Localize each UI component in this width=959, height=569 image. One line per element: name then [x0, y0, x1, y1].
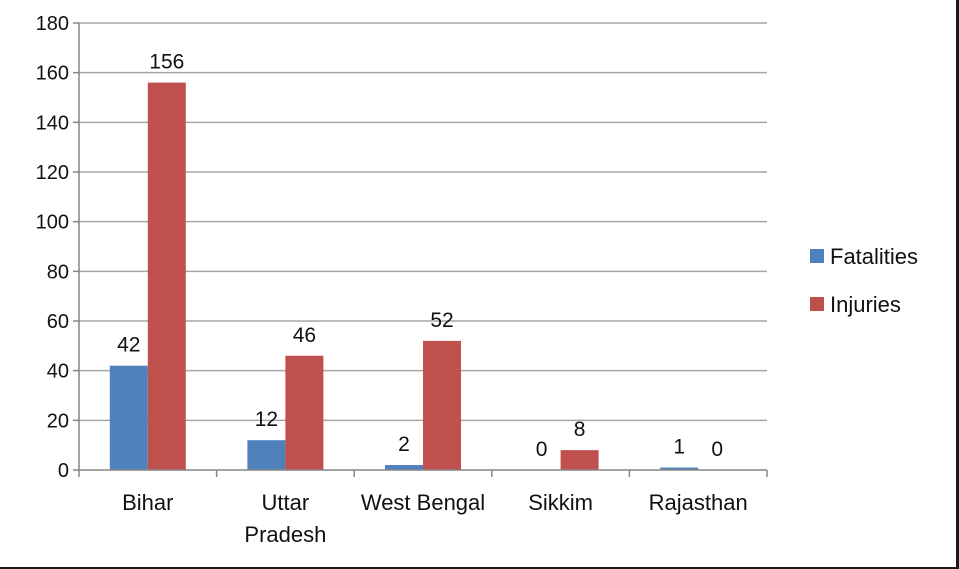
bar-fatalities-4 [660, 467, 699, 470]
y-tick-label: 140 [36, 112, 69, 134]
bar-injuries-3 [560, 450, 599, 470]
data-label-injuries: 46 [293, 324, 316, 347]
legend-label-injuries: Injuries [830, 292, 901, 317]
y-tick-label: 40 [47, 361, 69, 383]
bar-injuries-0 [147, 82, 186, 470]
y-tick-label: 20 [47, 410, 69, 432]
data-label-injuries: 8 [574, 418, 586, 441]
category-label: Bihar [122, 490, 173, 515]
y-tick-label: 0 [58, 460, 69, 482]
y-axis-ticks: 0 20 40 60 80 100 120 140 160 180 [36, 13, 79, 482]
legend: Fatalities Injuries [810, 244, 918, 317]
y-tick-label: 160 [36, 63, 69, 85]
data-labels: 42 12 2 0 1 156 46 52 8 0 [117, 51, 723, 461]
bar-injuries-1 [285, 355, 324, 470]
data-label-fatalities: 0 [536, 438, 548, 461]
data-label-fatalities: 2 [398, 433, 410, 456]
bars [109, 82, 699, 470]
legend-swatch-fatalities [810, 249, 824, 263]
category-label: Rajasthan [649, 490, 748, 515]
legend-label-fatalities: Fatalities [830, 244, 918, 269]
legend-swatch-injuries [810, 297, 824, 311]
y-tick-label: 60 [47, 311, 69, 333]
gridlines [79, 22, 767, 422]
category-label: West Bengal [361, 490, 485, 515]
data-label-fatalities: 42 [117, 334, 140, 357]
bar-fatalities-0 [109, 365, 148, 470]
category-label: Uttar [262, 490, 310, 515]
bar-fatalities-2 [385, 465, 423, 470]
data-label-injuries: 0 [711, 438, 723, 461]
data-label-fatalities: 1 [673, 436, 685, 459]
x-axis-categories: Bihar Uttar Pradesh West Bengal Sikkim Rajast… [122, 490, 748, 547]
y-tick-label: 120 [36, 162, 69, 184]
y-tick-label: 100 [36, 212, 69, 234]
category-label: Pradesh [244, 522, 326, 547]
data-label-fatalities: 12 [255, 408, 278, 431]
category-label: Sikkim [528, 490, 593, 515]
data-label-injuries: 156 [149, 51, 184, 74]
bar-injuries-2 [423, 340, 461, 470]
data-label-injuries: 52 [430, 309, 453, 332]
axes [78, 23, 768, 477]
y-tick-label: 180 [36, 13, 69, 35]
y-tick-label: 80 [47, 261, 69, 283]
bar-fatalities-1 [247, 440, 286, 470]
